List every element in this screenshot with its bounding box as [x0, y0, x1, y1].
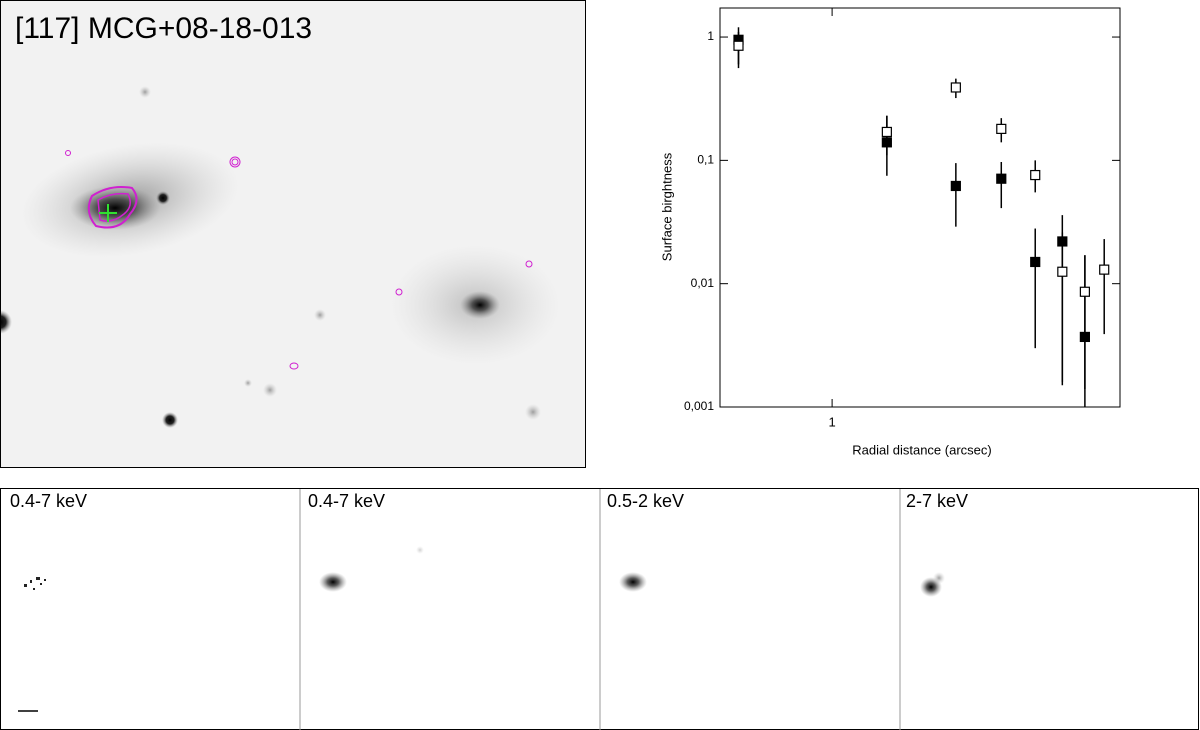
point: [881, 126, 892, 138]
panel-label: 2-7 keV: [906, 491, 968, 511]
image-frame: [0, 0, 586, 468]
xray-panels: [0, 488, 1199, 730]
panel-label: 0.4-7 keV: [308, 491, 385, 511]
profile-chart: Radial distance (arcsec) Surface birghtn…: [659, 7, 1121, 457]
y-axis-label: Surface birghtness: [659, 152, 674, 261]
y-tick-label: 0,001: [684, 399, 714, 413]
point: [1099, 264, 1110, 275]
panel-label: 0.5-2 keV: [607, 491, 684, 511]
optical-image: [1, 1, 585, 467]
point: [1030, 169, 1041, 181]
point: [733, 40, 744, 51]
point: [996, 123, 1007, 134]
point: [1079, 286, 1090, 297]
x-axis-label: Radial distance (arcsec): [852, 442, 991, 457]
point: [996, 173, 1007, 184]
y-tick-label: 0,1: [697, 153, 714, 167]
y-tick-label: 0,01: [691, 276, 715, 290]
point: [950, 180, 961, 192]
image-title: [117] MCG+08-18-013: [15, 12, 312, 45]
point: [1057, 266, 1068, 277]
point: [950, 82, 961, 93]
plot-frame: [719, 7, 1121, 408]
point: [1030, 256, 1041, 268]
panel-label: 0.4-7 keV: [10, 491, 87, 511]
y-tick-label: 1: [707, 29, 714, 43]
x-tick-label: 1: [828, 414, 835, 429]
